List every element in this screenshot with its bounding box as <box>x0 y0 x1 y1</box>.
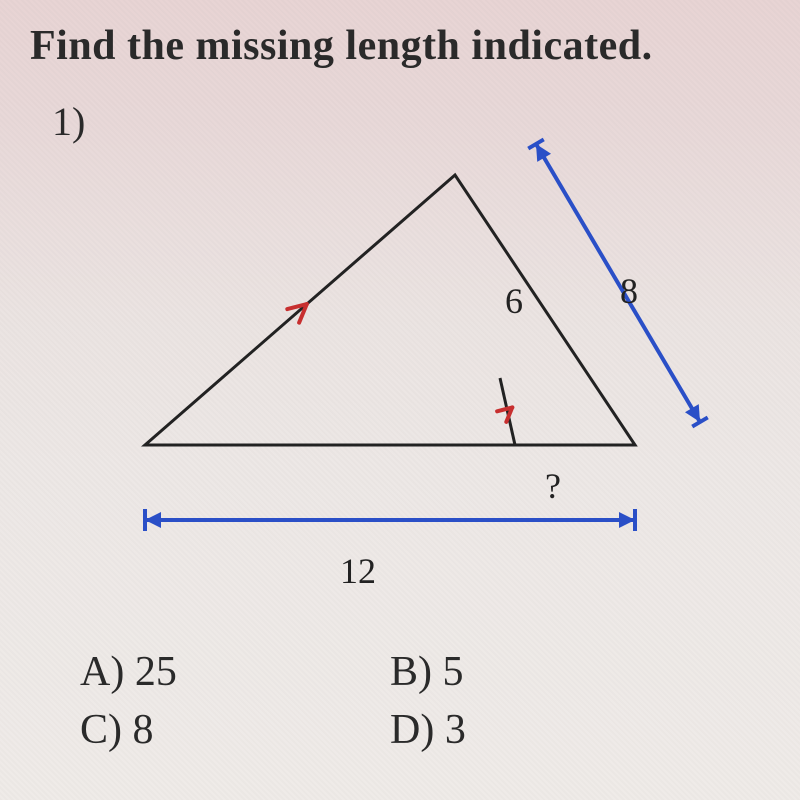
instruction-heading: Find the missing length indicated. <box>30 22 653 70</box>
answer-choice-a[interactable]: A) 25 <box>80 648 177 696</box>
label-qmark: ? <box>545 465 561 507</box>
label-twelve: 12 <box>340 550 376 592</box>
diagram-svg <box>60 120 740 620</box>
answer-choice-c[interactable]: C) 8 <box>80 706 154 754</box>
answer-choice-d[interactable]: D) 3 <box>390 706 466 754</box>
geometry-diagram: 6 8 ? 12 <box>60 120 740 620</box>
label-eight: 8 <box>620 270 638 312</box>
label-six: 6 <box>505 280 523 322</box>
answer-choice-b[interactable]: B) 5 <box>390 648 464 696</box>
